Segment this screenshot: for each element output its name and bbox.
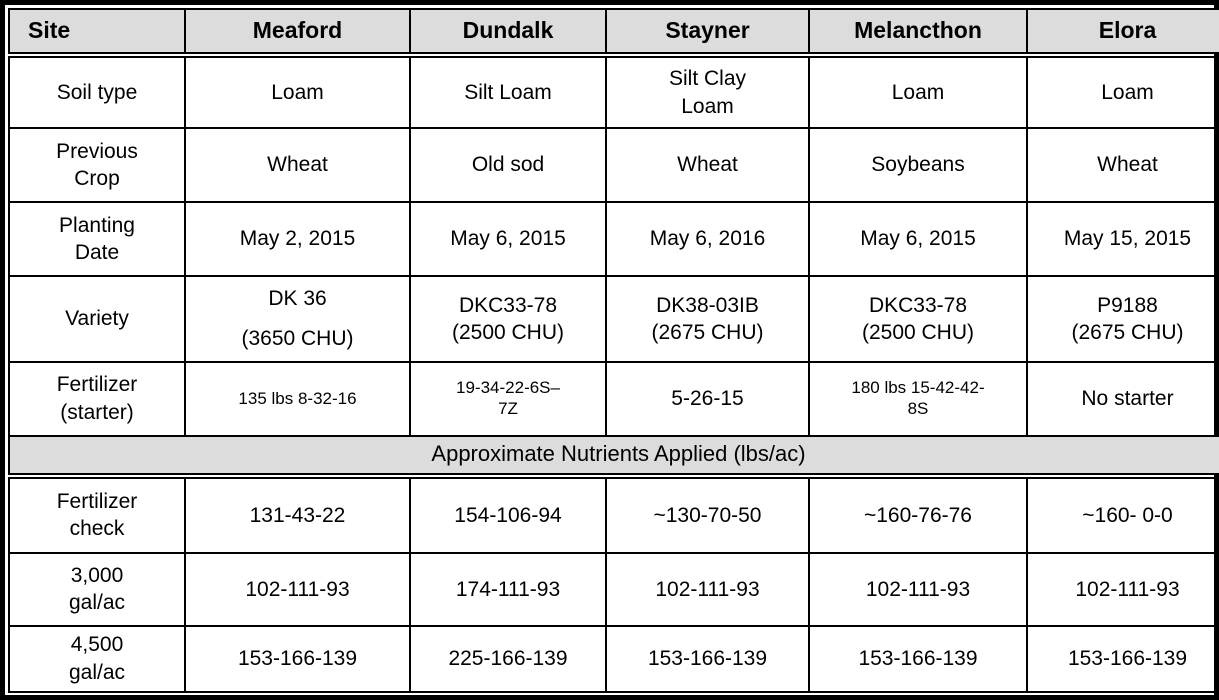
cell-previous-crop-melancthon: Soybeans bbox=[808, 127, 1028, 203]
cell-variety-stayner: DK38-03IB (2675 CHU) bbox=[605, 275, 810, 363]
cell-fertilizer-check-elora: ~160- 0-0 bbox=[1026, 474, 1219, 554]
cell-variety-dundalk: DKC33-78 (2500 CHU) bbox=[409, 275, 607, 363]
cell-3000-gal-ac-meaford: 102-111-93 bbox=[184, 551, 411, 627]
cell-fertilizer-check-stayner: ~130-70-50 bbox=[605, 474, 810, 554]
cell-3000-gal-ac-melancthon: 102-111-93 bbox=[808, 551, 1028, 627]
cell-3000-gal-ac-dundalk: 174-111-93 bbox=[409, 551, 607, 627]
cell-4500-gal-ac-dundalk: 225-166-139 bbox=[409, 624, 607, 693]
row-previous-crop: Previous Crop Wheat Old sod Wheat Soybea… bbox=[8, 127, 1219, 203]
column-header-stayner: Stayner bbox=[605, 8, 810, 58]
cell-4500-gal-ac-meaford: 153-166-139 bbox=[184, 624, 411, 693]
row-fertilizer-check: Fertilizer check 131-43-22 154-106-94 ~1… bbox=[8, 474, 1219, 554]
cell-4500-gal-ac-melancthon: 153-166-139 bbox=[808, 624, 1028, 693]
cell-planting-date-melancthon: May 6, 2015 bbox=[808, 201, 1028, 277]
row-label-planting-date: Planting Date bbox=[8, 201, 186, 277]
row-label-fertilizer-check: Fertilizer check bbox=[8, 474, 186, 554]
cell-variety-elora: P9188 (2675 CHU) bbox=[1026, 275, 1219, 363]
cell-previous-crop-elora: Wheat bbox=[1026, 127, 1219, 203]
column-header-meaford: Meaford bbox=[184, 8, 411, 58]
cell-soil-type-elora: Loam bbox=[1026, 54, 1219, 129]
row-label-3000-gal-ac: 3,000 gal/ac bbox=[8, 551, 186, 627]
row-planting-date: Planting Date May 2, 2015 May 6, 2015 Ma… bbox=[8, 201, 1219, 277]
column-header-melancthon: Melancthon bbox=[808, 8, 1028, 58]
section-header-row: Approximate Nutrients Applied (lbs/ac) bbox=[8, 434, 1219, 479]
cell-soil-type-melancthon: Loam bbox=[808, 54, 1028, 129]
cell-fertilizer-starter-melancthon: 180 lbs 15-42-42- 8S bbox=[808, 360, 1028, 437]
row-label-soil-type: Soil type bbox=[8, 54, 186, 129]
row-label-variety: Variety bbox=[8, 275, 186, 363]
row-label-fertilizer-starter: Fertilizer (starter) bbox=[8, 360, 186, 437]
row-variety: Variety DK 36 (3650 CHU) DKC33-78 (2500 … bbox=[8, 275, 1219, 363]
cell-previous-crop-stayner: Wheat bbox=[605, 127, 810, 203]
cell-fertilizer-check-dundalk: 154-106-94 bbox=[409, 474, 607, 554]
cell-planting-date-dundalk: May 6, 2015 bbox=[409, 201, 607, 277]
cell-soil-type-dundalk: Silt Loam bbox=[409, 54, 607, 129]
table-body: Soil type Loam Silt Loam Silt Clay Loam … bbox=[8, 54, 1219, 693]
header-row: Site Meaford Dundalk Stayner Melancthon … bbox=[8, 8, 1219, 58]
row-label-previous-crop: Previous Crop bbox=[8, 127, 186, 203]
column-header-elora: Elora bbox=[1026, 8, 1219, 58]
cell-3000-gal-ac-elora: 102-111-93 bbox=[1026, 551, 1219, 627]
row-fertilizer-starter: Fertilizer (starter) 135 lbs 8-32-16 19-… bbox=[8, 360, 1219, 437]
cell-4500-gal-ac-stayner: 153-166-139 bbox=[605, 624, 810, 693]
cell-previous-crop-meaford: Wheat bbox=[184, 127, 411, 203]
cell-fertilizer-starter-elora: No starter bbox=[1026, 360, 1219, 437]
cell-planting-date-stayner: May 6, 2016 bbox=[605, 201, 810, 277]
cell-fertilizer-check-melancthon: ~160-76-76 bbox=[808, 474, 1028, 554]
column-header-site: Site bbox=[8, 8, 186, 58]
row-soil-type: Soil type Loam Silt Loam Silt Clay Loam … bbox=[8, 54, 1219, 129]
cell-fertilizer-starter-dundalk: 19-34-22-6S– 7Z bbox=[409, 360, 607, 437]
cell-fertilizer-starter-meaford: 135 lbs 8-32-16 bbox=[184, 360, 411, 437]
row-4500-gal-ac: 4,500 gal/ac 153-166-139 225-166-139 153… bbox=[8, 624, 1219, 693]
cell-fertilizer-check-meaford: 131-43-22 bbox=[184, 474, 411, 554]
cell-fertilizer-starter-stayner: 5-26-15 bbox=[605, 360, 810, 437]
cell-soil-type-stayner: Silt Clay Loam bbox=[605, 54, 810, 129]
cell-3000-gal-ac-stayner: 102-111-93 bbox=[605, 551, 810, 627]
cell-planting-date-elora: May 15, 2015 bbox=[1026, 201, 1219, 277]
row-3000-gal-ac: 3,000 gal/ac 102-111-93 174-111-93 102-1… bbox=[8, 551, 1219, 627]
row-label-4500-gal-ac: 4,500 gal/ac bbox=[8, 624, 186, 693]
cell-variety-meaford: DK 36 (3650 CHU) bbox=[184, 275, 411, 363]
cell-4500-gal-ac-elora: 153-166-139 bbox=[1026, 624, 1219, 693]
corn-trial-sites-table: Site Meaford Dundalk Stayner Melancthon … bbox=[8, 8, 1219, 693]
cell-soil-type-meaford: Loam bbox=[184, 54, 411, 129]
section-header-nutrients-applied: Approximate Nutrients Applied (lbs/ac) bbox=[8, 434, 1219, 479]
cell-previous-crop-dundalk: Old sod bbox=[409, 127, 607, 203]
cell-variety-melancthon: DKC33-78 (2500 CHU) bbox=[808, 275, 1028, 363]
cell-planting-date-meaford: May 2, 2015 bbox=[184, 201, 411, 277]
column-header-dundalk: Dundalk bbox=[409, 8, 607, 58]
table-header: Site Meaford Dundalk Stayner Melancthon … bbox=[8, 8, 1219, 58]
